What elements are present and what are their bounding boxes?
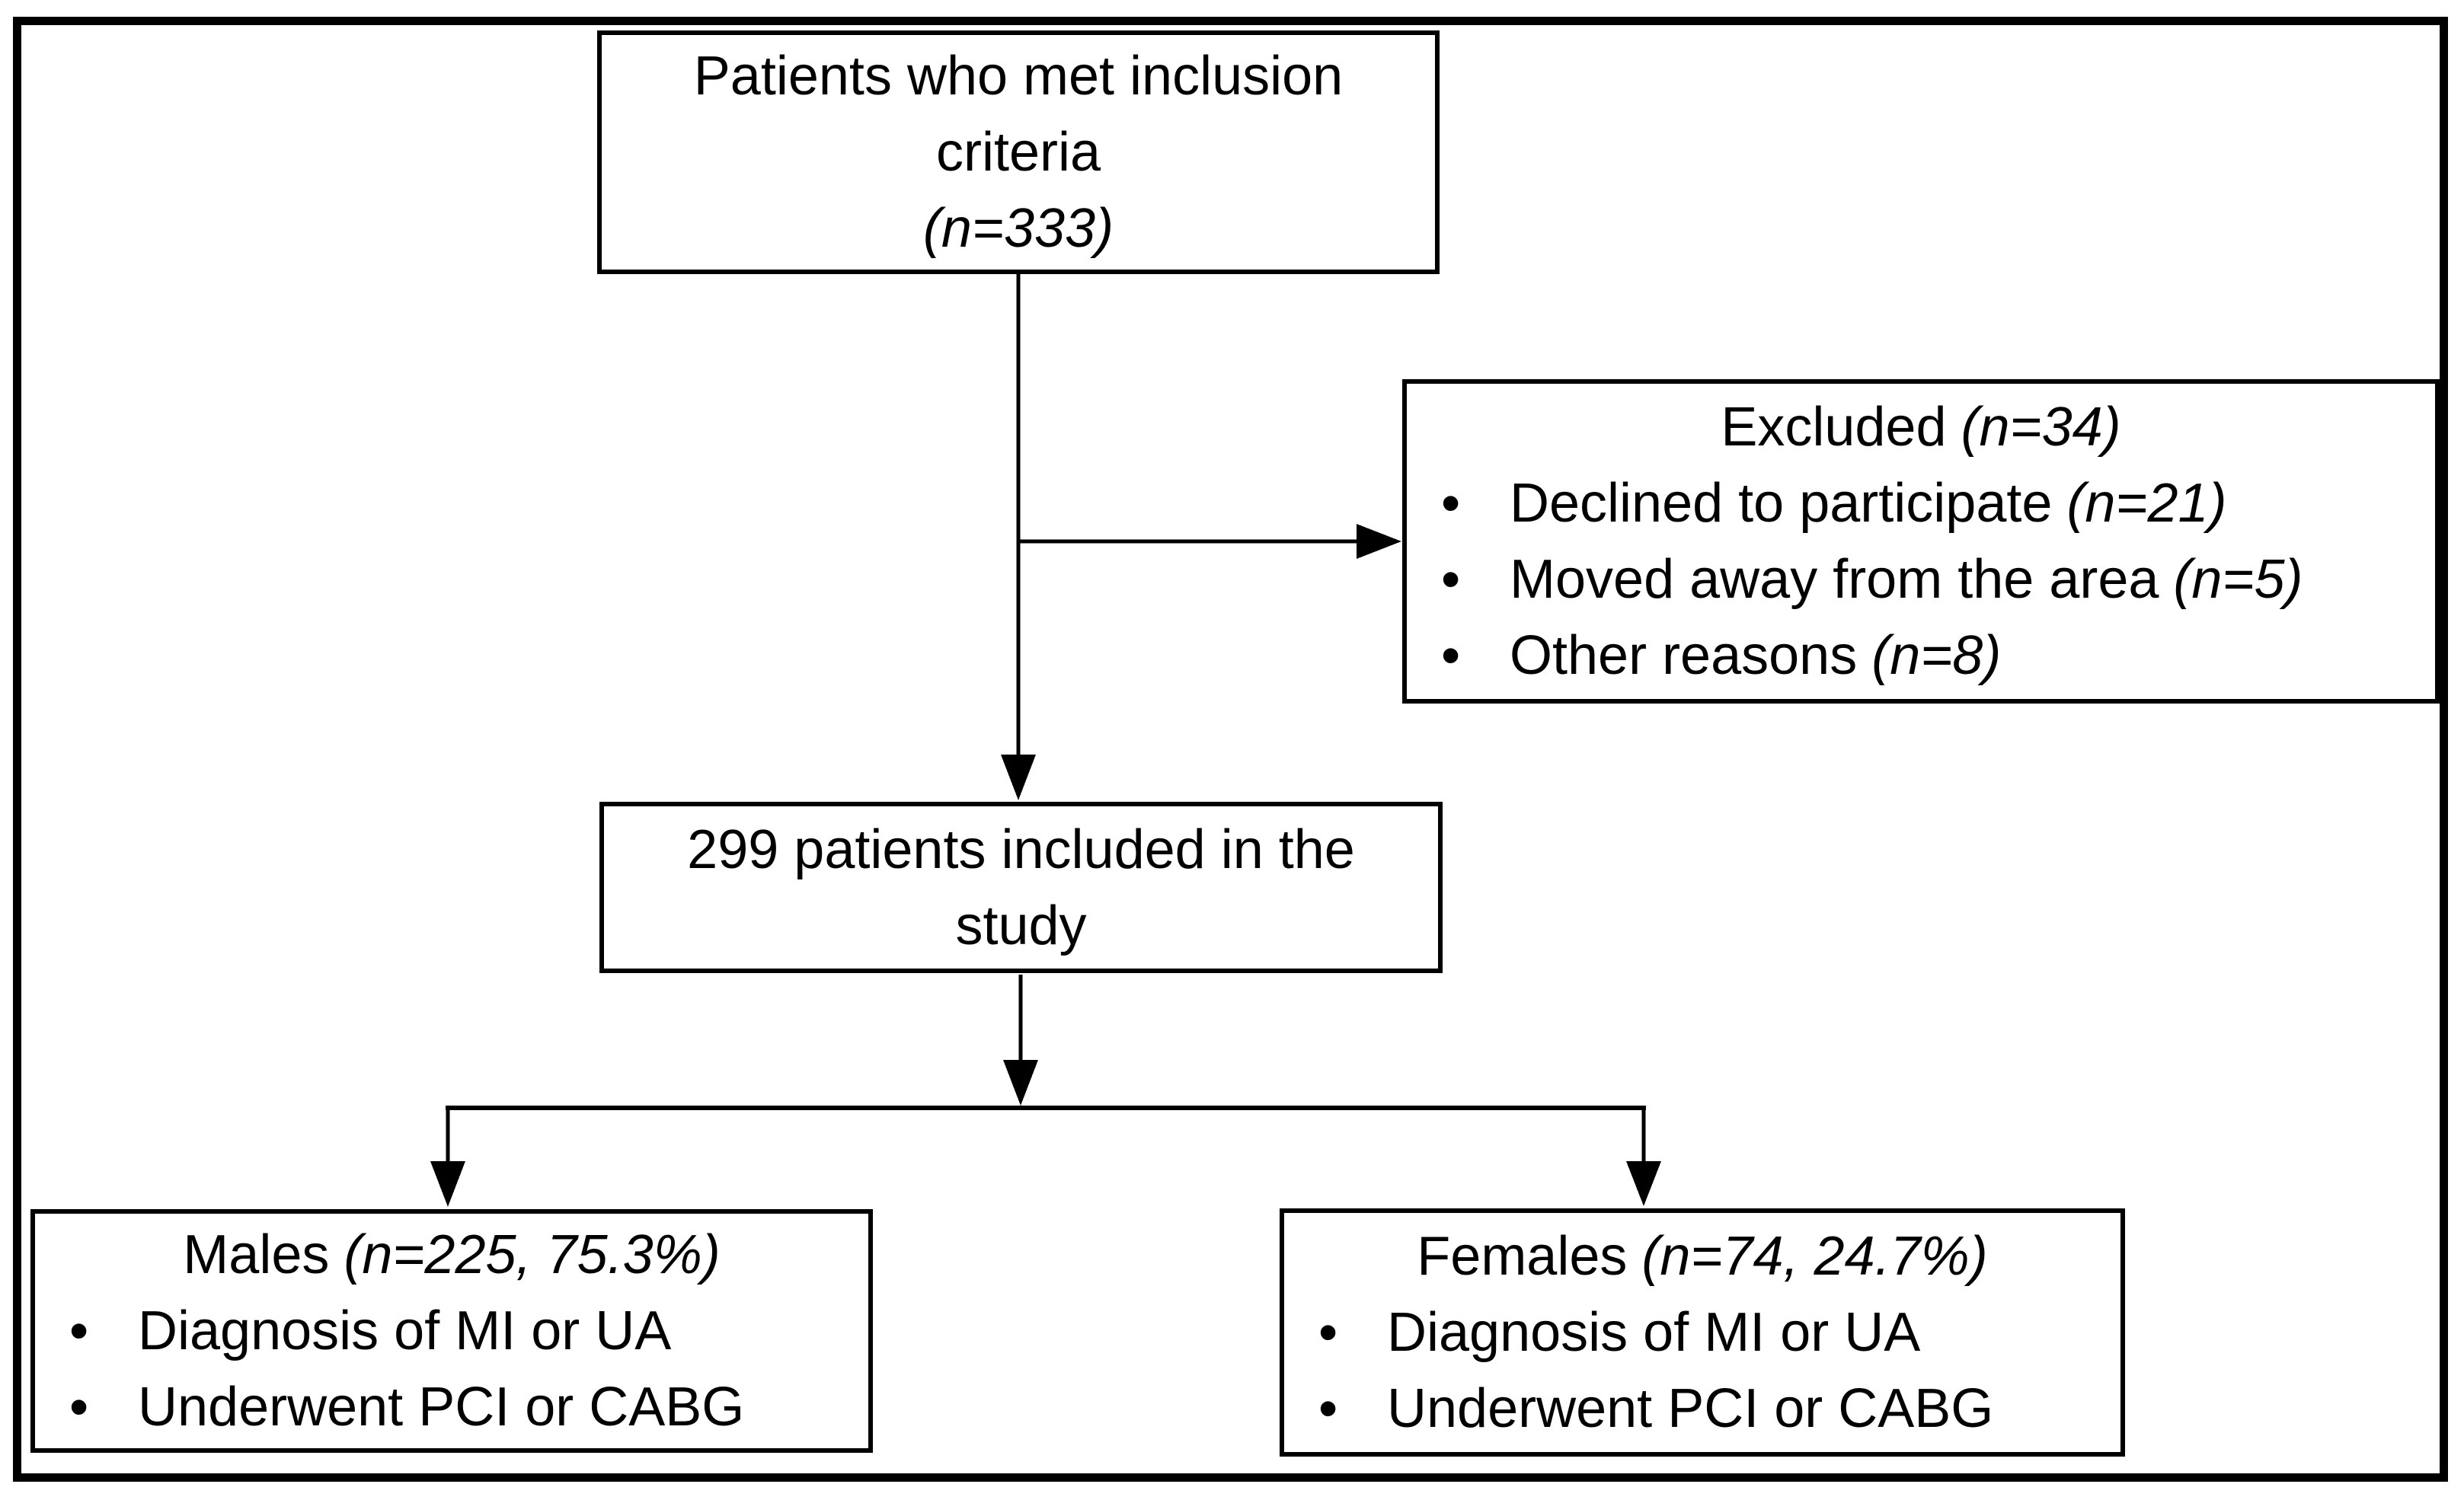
inclusion-criteria-box: Patients who met inclusion criteria (n=3… (597, 30, 1440, 274)
females-title: Females (n=74, 24.7%) (1284, 1218, 2120, 1294)
excluded-title: Excluded (n=34) (1407, 389, 2435, 465)
excluded-bullet-declined: • Declined to participate (n=21) (1407, 465, 2435, 541)
females-bullet-procedure-text: Underwent PCI or CABG (1387, 1378, 1994, 1439)
inclusion-line-2: criteria (935, 122, 1101, 183)
males-bullet-diagnosis-text: Diagnosis of MI or UA (138, 1301, 672, 1361)
included-patients-box: 299 patients included in the study (599, 802, 1443, 973)
excluded-bullet-declined-text: Declined to participate (1510, 473, 2053, 534)
excluded-bullet-declined-n: (n=21) (2066, 473, 2227, 534)
excluded-bullet-other-n: (n=8) (1871, 625, 2002, 686)
arrowhead-right-excluded (1357, 524, 1401, 559)
males-bullet-diagnosis: • Diagnosis of MI or UA (35, 1293, 868, 1369)
females-bullet-procedure: • Underwent PCI or CABG (1284, 1371, 2120, 1447)
bullet-icon: • (1441, 625, 1461, 686)
females-title-n: (n=74, 24.7%) (1641, 1226, 1988, 1287)
arrowhead-down-males (430, 1161, 465, 1207)
males-title-text: Males (183, 1224, 330, 1285)
excluded-title-text: Excluded (1721, 397, 1947, 458)
arrowhead-down-split (1003, 1060, 1038, 1106)
excluded-bullet-moved-text: Moved away from the area (1510, 549, 2159, 610)
inclusion-n-count: (n=333) (922, 198, 1114, 259)
excluded-box: Excluded (n=34) • Declined to participate… (1402, 379, 2440, 704)
arrowhead-down-included (1001, 755, 1036, 800)
bullet-icon: • (69, 1301, 89, 1361)
females-box: Females (n=74, 24.7%) • Diagnosis of MI o… (1280, 1208, 2125, 1457)
males-title: Males (n=225, 75.3%) (35, 1217, 868, 1293)
males-title-n: (n=225, 75.3%) (344, 1224, 721, 1285)
excluded-bullet-other: • Other reasons (n=8) (1407, 618, 2435, 694)
bullet-icon: • (1318, 1302, 1338, 1363)
bullet-icon: • (1441, 473, 1461, 534)
excluded-bullet-moved: • Moved away from the area (n=5) (1407, 541, 2435, 618)
inclusion-line-1: Patients who met inclusion (693, 46, 1344, 107)
excluded-bullet-moved-n: (n=5) (2173, 549, 2303, 610)
males-bullet-procedure-text: Underwent PCI or CABG (138, 1377, 745, 1438)
included-line-2: study (955, 895, 1087, 956)
excluded-title-n: (n=34) (1961, 397, 2121, 458)
males-box: Males (n=225, 75.3%) • Diagnosis of MI or… (30, 1209, 873, 1453)
females-title-text: Females (1417, 1226, 1628, 1287)
arrowhead-down-females (1626, 1161, 1661, 1206)
outer-frame (13, 17, 2448, 1482)
excluded-bullet-other-text: Other reasons (1510, 625, 1858, 686)
females-bullet-diagnosis: • Diagnosis of MI or UA (1284, 1294, 2120, 1371)
bullet-icon: • (69, 1377, 89, 1438)
bullet-icon: • (1441, 549, 1461, 610)
bullet-icon: • (1318, 1378, 1338, 1439)
included-line-1: 299 patients included in the (687, 819, 1355, 880)
males-bullet-procedure: • Underwent PCI or CABG (35, 1369, 868, 1445)
females-bullet-diagnosis-text: Diagnosis of MI or UA (1387, 1302, 1921, 1363)
